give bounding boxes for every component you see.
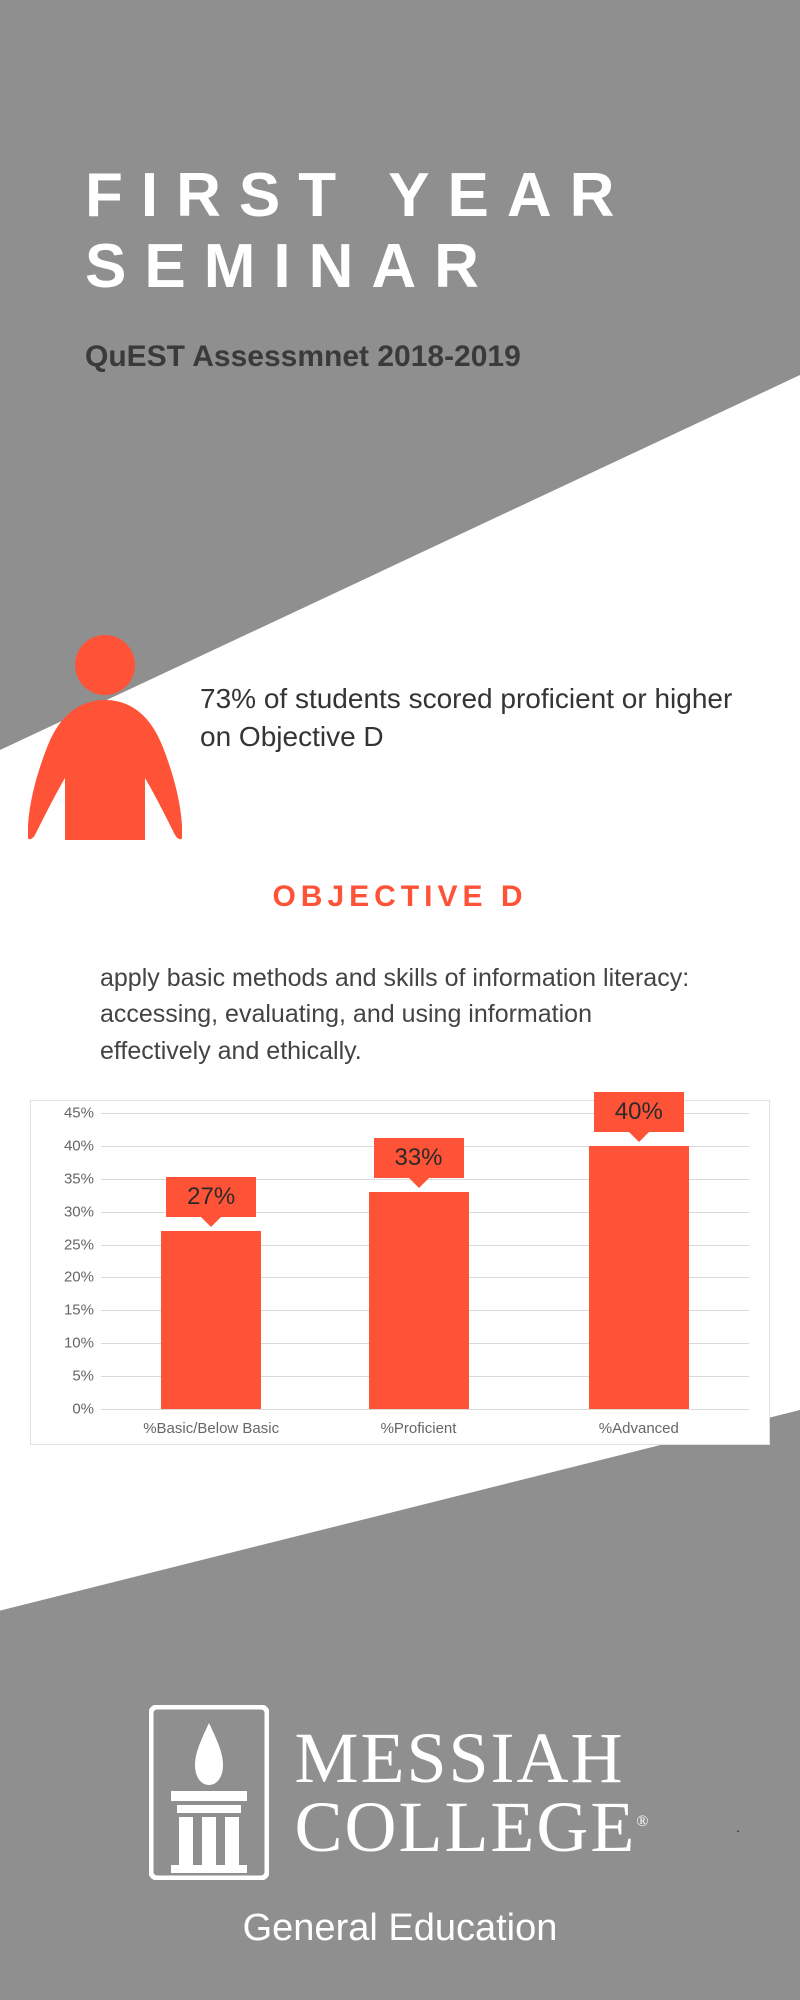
y-tick-label: 45% xyxy=(46,1105,94,1122)
objective-heading: OBJECTIVE D xyxy=(0,880,800,914)
logo-line-2: COLLEGE® xyxy=(294,1793,650,1861)
logo-line-1: MESSIAH xyxy=(294,1724,650,1792)
title-line-1: FIRST YEAR xyxy=(85,160,632,231)
plot-area: 0%5%10%15%20%25%30%35%40%45%27%%Basic/Be… xyxy=(101,1113,749,1409)
period-mark: . xyxy=(736,1819,740,1835)
objective-description: apply basic methods and skills of inform… xyxy=(100,960,700,1069)
y-tick-label: 30% xyxy=(46,1203,94,1220)
bar xyxy=(161,1231,261,1409)
subtitle: QuEST Assessmnet 2018-2019 xyxy=(85,340,521,374)
page-title: FIRST YEAR SEMINAR xyxy=(85,160,632,303)
y-tick-label: 25% xyxy=(46,1236,94,1253)
y-tick-label: 35% xyxy=(46,1170,94,1187)
x-tick-label: %Basic/Below Basic xyxy=(143,1420,279,1437)
stat-text: 73% of students scored proficient or hig… xyxy=(200,680,740,756)
logo-icon xyxy=(149,1705,269,1880)
bar-chart: 0% 5% 10% 15% 20% 25% 30% 35% 40% 45% 27% %Basic/Be… xyxy=(30,1100,770,1445)
person-icon xyxy=(20,630,190,845)
value-label: 33% xyxy=(374,1138,464,1178)
bar xyxy=(369,1192,469,1409)
y-tick-label: 10% xyxy=(46,1335,94,1352)
college-logo: MESSIAH COLLEGE® xyxy=(0,1705,800,1880)
y-tick-label: 5% xyxy=(46,1368,94,1385)
value-label: 27% xyxy=(166,1177,256,1217)
logo-text: MESSIAH COLLEGE® xyxy=(294,1724,650,1861)
x-tick-label: %Advanced xyxy=(599,1420,679,1437)
x-tick-label: %Proficient xyxy=(381,1420,457,1437)
bar xyxy=(589,1146,689,1409)
department-label: General Education xyxy=(0,1907,800,1950)
y-tick-label: 0% xyxy=(46,1401,94,1418)
y-tick-label: 40% xyxy=(46,1137,94,1154)
value-label: 40% xyxy=(594,1092,684,1132)
y-tick-label: 15% xyxy=(46,1302,94,1319)
title-line-2: SEMINAR xyxy=(85,231,632,302)
gridline xyxy=(101,1409,749,1410)
y-tick-label: 20% xyxy=(46,1269,94,1286)
